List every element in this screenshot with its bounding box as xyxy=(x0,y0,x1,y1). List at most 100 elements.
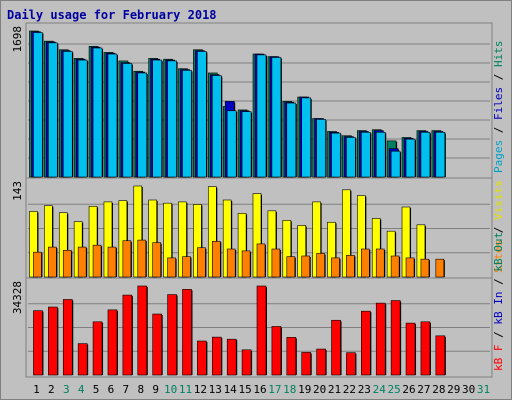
bar-kb-f xyxy=(152,313,162,376)
bar-sites xyxy=(316,253,325,278)
bar-kb-f xyxy=(331,319,341,376)
x-tick-label: 12 xyxy=(194,383,207,396)
x-tick-label: 1 xyxy=(33,383,40,396)
bar-kb-f xyxy=(211,336,222,376)
bar-pages xyxy=(241,111,252,178)
bar-sites xyxy=(286,256,296,278)
bar-pages xyxy=(405,138,416,178)
bar-kb-f xyxy=(107,309,118,376)
bar-kb-f xyxy=(137,285,148,376)
bar-sites xyxy=(137,239,147,278)
bar-sites xyxy=(241,250,251,278)
bar-sites xyxy=(211,241,221,278)
x-tick-label: 27 xyxy=(417,383,430,396)
x-tick-label: 9 xyxy=(152,383,159,396)
x-tick-label: 21 xyxy=(328,383,341,396)
x-tick-label: 6 xyxy=(108,383,115,396)
bar-sites xyxy=(405,257,415,278)
x-tick-label: 13 xyxy=(209,383,222,396)
legend-part: / xyxy=(492,67,505,87)
bar-sites xyxy=(346,255,355,278)
bar-pages xyxy=(48,42,58,178)
y-max-label: 143 xyxy=(11,181,24,201)
legend-part: kB Out xyxy=(492,232,505,272)
bar-sites xyxy=(167,257,176,278)
x-tick-label: 16 xyxy=(253,383,266,396)
bar-sites xyxy=(107,246,117,278)
y-max-label: 1698 xyxy=(11,26,24,53)
bar-sites xyxy=(182,256,191,278)
x-tick-label: 7 xyxy=(123,383,130,396)
bar-kb-f xyxy=(271,326,282,376)
bar-kb-f xyxy=(346,352,356,376)
bar-pages xyxy=(107,53,118,178)
bar-pages xyxy=(346,137,356,178)
bar-pages xyxy=(375,131,386,178)
bar-sites xyxy=(48,246,57,278)
bar-sites xyxy=(361,248,370,278)
legend-part: kB In xyxy=(492,292,505,325)
bar-sites xyxy=(92,244,102,278)
x-tick-label: 10 xyxy=(164,383,177,396)
x-tick-label: 24 xyxy=(373,383,387,396)
bar-pages xyxy=(33,32,43,178)
bar-pages xyxy=(92,47,103,178)
bar-pages xyxy=(122,63,133,178)
x-tick-label: 29 xyxy=(447,383,460,396)
legend-part: kB F xyxy=(492,345,505,372)
x-tick-label: 20 xyxy=(313,383,326,396)
bar-kb-f xyxy=(316,348,326,376)
bar-sites xyxy=(271,248,281,278)
bar-kb-f xyxy=(33,310,43,376)
bar-sites xyxy=(256,243,266,278)
bar-kb-f xyxy=(361,310,371,376)
bar-pages xyxy=(435,131,446,178)
x-tick-label: 17 xyxy=(268,383,281,396)
right-legend-label: Pages / Files / Hits xyxy=(492,41,505,174)
bar-pages xyxy=(77,59,88,178)
bar-kb-f xyxy=(301,352,312,376)
legend-part: / xyxy=(492,120,505,140)
bar-pages xyxy=(390,150,401,178)
bar-pages xyxy=(256,54,267,178)
bar-kb-f xyxy=(256,285,267,376)
x-tick-label: 26 xyxy=(402,383,415,396)
bar-pages xyxy=(167,60,177,178)
y-max-label: 34328 xyxy=(11,281,24,314)
x-tick-label: 18 xyxy=(283,383,296,396)
x-tick-label: 2 xyxy=(48,383,55,396)
legend-part: / xyxy=(492,272,505,292)
chart-title: Daily usage for February 2018 xyxy=(7,8,217,22)
bar-kb-f xyxy=(420,321,431,376)
bar-pages xyxy=(316,119,326,178)
bar-sites xyxy=(77,246,87,278)
bar-kb-f xyxy=(122,294,133,376)
bar-pages xyxy=(420,131,431,178)
bar-kb-f xyxy=(48,306,58,376)
bar-pages xyxy=(331,132,341,178)
bar-kb-f xyxy=(405,322,416,376)
bar-pages xyxy=(271,57,282,178)
x-tick-label: 14 xyxy=(224,383,238,396)
legend-part: / xyxy=(492,325,505,345)
bar-sites xyxy=(390,255,400,278)
bar-kb-f xyxy=(197,340,207,376)
bar-kb-f xyxy=(167,294,177,376)
bar-kb-f xyxy=(286,337,297,376)
x-tick-label: 11 xyxy=(179,383,192,396)
x-tick-label: 8 xyxy=(137,383,144,396)
x-tick-label: 22 xyxy=(343,383,356,396)
x-tick-label: 23 xyxy=(358,383,371,396)
bar-pages xyxy=(211,75,222,178)
x-tick-label: 3 xyxy=(63,383,70,396)
bar-sites xyxy=(33,251,42,278)
bar-sites xyxy=(331,257,340,278)
bar-pages xyxy=(361,131,371,178)
bar-sites xyxy=(420,258,430,278)
bar-pages xyxy=(182,70,192,178)
legend-part: Sites xyxy=(492,240,505,273)
right-legend-label: kB F / kB In / kB Out xyxy=(492,232,505,371)
bar-pages xyxy=(226,110,237,178)
